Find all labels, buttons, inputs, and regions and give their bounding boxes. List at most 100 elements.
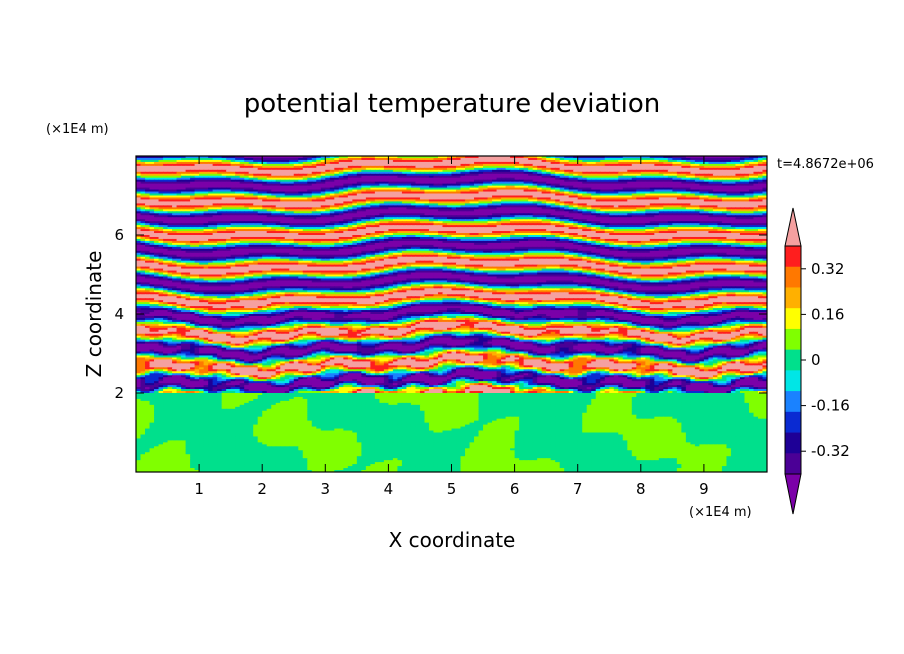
field-cell [293,156,299,159]
field-cell [217,156,223,159]
field-cell [316,159,322,163]
field-cell [622,157,628,161]
field-cell [492,156,498,159]
field-cell [541,156,547,159]
field-cell [401,156,408,159]
field-cell [388,157,394,161]
field-cell [235,157,241,161]
field-cell [302,159,308,163]
field-cell [176,159,182,163]
field-cell [555,157,561,161]
field-cell [149,159,155,163]
field-cell [690,157,696,161]
field-cell [397,156,403,159]
field-cell [757,156,764,159]
field-cell [392,156,399,159]
field-cell [257,159,263,163]
field-cell [591,156,597,159]
field-cell [194,156,200,159]
field-cell [487,157,493,161]
field-cell [523,157,529,161]
field-cell [712,156,719,159]
field-cell [496,159,502,163]
field-cell [681,156,687,159]
field-cell [352,157,358,161]
field-cell [415,159,421,163]
field-cell [167,157,173,161]
field-cell [352,159,358,163]
field-cell [604,159,610,163]
field-cell [708,157,714,161]
field-cell [703,156,710,159]
field-cell [636,159,642,163]
field-cell [280,159,286,163]
field-cell [307,156,313,159]
field-cell [726,157,732,161]
field-cell [320,159,326,163]
field-cell [541,159,547,163]
field-cell [564,157,570,161]
field-cell [284,157,290,161]
field-cell [694,157,700,161]
field-cell [374,157,380,161]
field-cell [757,157,764,161]
field-cell [528,157,534,161]
field-cell [636,156,642,159]
field-cell [645,157,651,161]
field-cell [523,156,529,159]
field-cell [136,159,142,163]
field-cell [753,156,759,159]
field-cell [257,157,263,161]
field-cell [203,156,209,159]
field-cell [230,156,236,159]
field-cell [365,157,371,161]
field-cell [591,159,597,163]
field-cell [501,156,507,159]
field-cell [199,157,205,161]
field-cell [613,159,619,163]
field-cell [284,156,290,159]
field-cell [320,156,326,159]
field-cell [145,159,151,163]
field-cell [600,156,606,159]
field-cell [739,156,746,159]
field-cell [370,159,376,163]
field-cell [334,159,340,163]
field-cell [474,156,480,159]
field-cell [154,157,160,161]
field-cell [140,156,146,159]
field-cell [577,157,583,161]
field-cell [600,157,606,161]
field-cell [559,156,565,159]
field-cell [185,159,191,163]
field-cell [492,159,498,163]
field-cell [748,157,755,161]
field-cell [501,157,507,161]
field-cell [221,157,227,161]
field-cell [370,157,376,161]
field-cell [595,156,601,159]
field-cell [271,157,277,161]
field-cell [347,159,353,163]
field-cell [154,159,160,163]
field-cell [298,157,304,161]
field-cell [316,157,322,161]
field-cell [437,159,444,163]
field-cell [505,157,511,161]
field-cell [145,157,151,161]
field-cell [401,159,408,163]
field-cell [717,157,723,161]
field-cell [221,159,227,163]
field-cell [266,157,272,161]
field-cell [618,157,624,161]
field-cell [212,157,218,161]
field-cell [537,159,543,163]
field-cell [640,157,646,161]
field-cell [329,157,335,161]
field-cell [311,157,317,161]
field-cell [446,159,453,163]
field-cell [528,156,534,159]
field-cell [483,156,489,159]
field-cell [446,156,453,159]
field-cell [478,156,484,159]
